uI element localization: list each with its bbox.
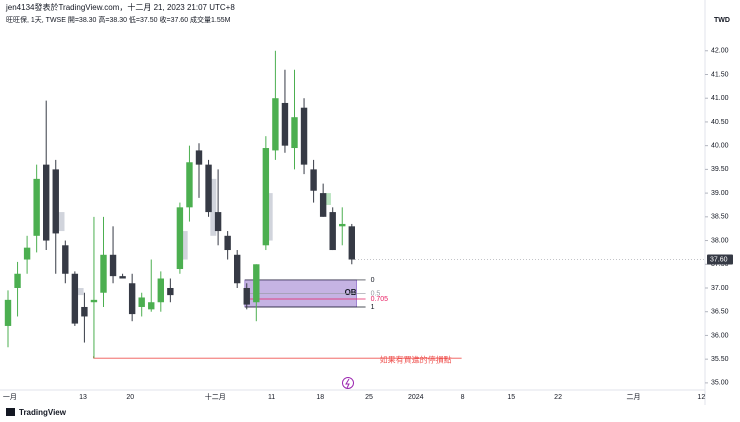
candle-body [62, 245, 69, 274]
candle-body [71, 273, 79, 324]
y-tick-label: 40.00 [711, 143, 729, 150]
ghost-bar [324, 193, 331, 205]
x-tick-label: 22 [554, 394, 562, 401]
ghost-bar [210, 178, 217, 236]
candle-body [4, 299, 12, 326]
x-tick-label: 二月 [627, 393, 641, 401]
y-tick-label: 41.00 [711, 95, 729, 102]
candle-body [176, 207, 184, 270]
x-tick-label: 2024 [408, 394, 424, 401]
candle-body [310, 169, 317, 191]
x-tick-label: 8 [461, 394, 465, 401]
y-tick-label: 37.00 [711, 285, 729, 292]
y-tick-label: 41.50 [711, 71, 729, 78]
x-tick-label: 13 [79, 394, 87, 401]
candle-body [52, 169, 59, 234]
candle-body [300, 107, 308, 165]
x-tick-label: 25 [365, 394, 373, 401]
subheader: 旺旺保, 1天, TWSE 開=38.30 高=38.30 低=37.50 收=… [6, 15, 231, 24]
order-block-label: OB [345, 288, 357, 297]
ghost-bar [77, 287, 84, 296]
candle-body [281, 102, 289, 146]
x-tick-label: 11 [268, 394, 275, 401]
candle-body [119, 276, 126, 279]
candle-body [128, 283, 136, 315]
x-tick-label: 20 [126, 394, 134, 401]
ghost-bar [181, 231, 188, 260]
candle-body [14, 273, 21, 288]
x-tick-label: 十二月 [205, 392, 226, 401]
x-tick-label: 18 [316, 394, 324, 401]
candle-body [262, 148, 270, 246]
candle-body [291, 117, 298, 149]
candle-body [148, 302, 155, 310]
candle-body [348, 226, 355, 260]
y-tick-label: 38.00 [711, 237, 729, 244]
ghost-bar [58, 212, 65, 232]
fib-level-label: 0 [371, 277, 375, 284]
candle-body [33, 178, 40, 236]
logo [6, 408, 15, 416]
candle-body [167, 287, 174, 296]
event-icon[interactable] [342, 377, 354, 389]
brand: TradingView [19, 408, 67, 417]
candle-body [186, 162, 193, 208]
candle-body [214, 212, 222, 232]
x-tick-label: 一月 [3, 393, 17, 401]
candle-body [100, 254, 107, 293]
candle-body [157, 278, 164, 303]
candle-body [319, 193, 327, 217]
candle-body [329, 212, 336, 251]
y-tick-label: 39.00 [711, 190, 729, 197]
y-tick-label: 36.00 [711, 332, 729, 339]
candle-body [109, 254, 117, 277]
event-icon-bolt [345, 378, 350, 389]
x-tick-label: 15 [507, 394, 515, 401]
x-tick-label: 12 [697, 394, 705, 401]
y-tick-label: 42.00 [711, 48, 729, 55]
header: jen4134發表於TradingView.com，十二月 21, 2023 2… [5, 2, 235, 12]
y-tick-label: 39.50 [711, 166, 729, 173]
ghost-bar [266, 193, 273, 241]
y-tick-label: 36.50 [711, 309, 729, 316]
candle-body [243, 287, 250, 305]
stop-line-label: 如果有買進的停損點 [380, 354, 452, 364]
candle-body [138, 297, 145, 307]
candle-body [234, 254, 241, 284]
y-tick-label: 40.50 [711, 119, 729, 126]
candle-body [23, 247, 31, 260]
y-tick-label: 38.50 [711, 214, 729, 221]
candle-body [205, 164, 212, 213]
candle-body [224, 235, 231, 251]
currency: TWD [714, 17, 730, 24]
last-price-label: 37.60 [710, 256, 728, 263]
fib-level-label: 0.5 [371, 290, 381, 297]
fib-level-label: 0.705 [371, 296, 389, 303]
candle-body [43, 164, 50, 241]
candle-body [90, 299, 98, 303]
candle-body [339, 223, 346, 227]
fib-level-label: 1 [371, 304, 375, 311]
y-tick-label: 37.50 [711, 261, 729, 268]
y-tick-label: 35.50 [711, 356, 729, 363]
candle-body [253, 264, 260, 303]
y-tick-label: 35.00 [711, 380, 729, 387]
last-price-box [707, 254, 733, 265]
candle-body [81, 306, 88, 317]
candle-body [272, 98, 279, 151]
candle-body [195, 150, 203, 165]
